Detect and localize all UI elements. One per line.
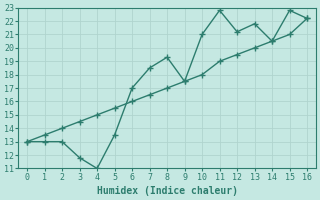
X-axis label: Humidex (Indice chaleur): Humidex (Indice chaleur) xyxy=(97,186,237,196)
